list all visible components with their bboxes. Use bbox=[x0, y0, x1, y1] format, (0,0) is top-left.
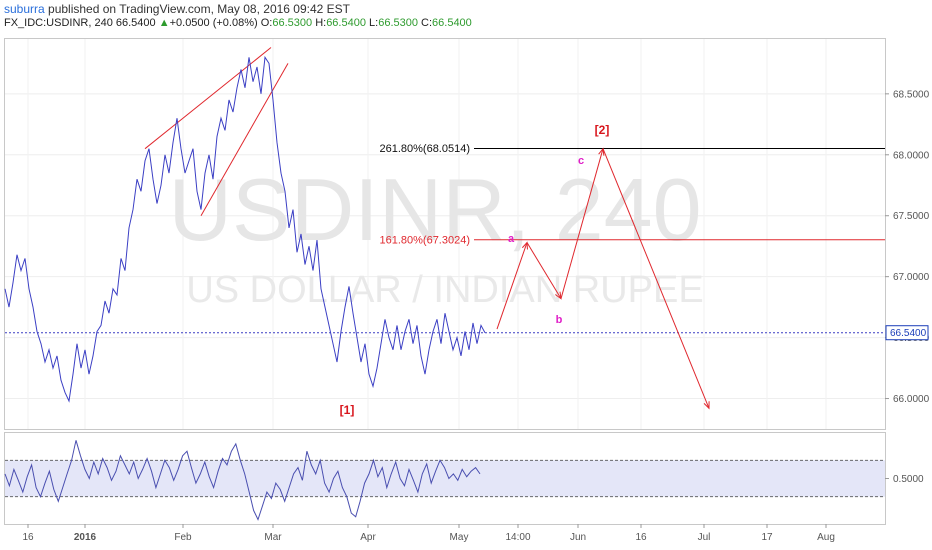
price-tick-label: 68.0000 bbox=[893, 150, 930, 161]
low-value: 66.5300 bbox=[378, 17, 418, 29]
time-tick-label: 2016 bbox=[74, 532, 97, 543]
time-tick-label: 16 bbox=[22, 532, 34, 543]
author-link[interactable]: suburra bbox=[4, 2, 45, 16]
price-axis[interactable]: 68.500068.000067.500067.000066.500066.00… bbox=[885, 89, 930, 405]
time-tick-label: Apr bbox=[360, 532, 376, 543]
symbol-label: FX_IDC:USDINR, 240 bbox=[4, 17, 113, 29]
wave-label: a bbox=[508, 233, 515, 245]
high-label: H: bbox=[315, 17, 327, 29]
projection-segment bbox=[496, 242, 528, 330]
publish-line: suburra published on TradingView.com, Ma… bbox=[4, 2, 350, 16]
price-tick-label: 68.5000 bbox=[893, 89, 930, 100]
open-value: 66.5300 bbox=[272, 17, 313, 29]
oscillator-band bbox=[5, 460, 885, 497]
projection-segment bbox=[526, 242, 562, 299]
oscillator-axis: 0.5000 bbox=[885, 474, 924, 485]
time-axis[interactable]: 16 2016 Feb Mar Apr May 14:00 Jun 16 Jul 17 Aug bbox=[22, 524, 835, 543]
wave-label: [2] bbox=[595, 123, 610, 137]
wave-label: b bbox=[556, 314, 563, 326]
fib-levels: 261.80%(68.0514) 161.80%(67.3024) bbox=[379, 143, 885, 246]
wave-labels: [1] [2] a b c bbox=[340, 123, 610, 417]
open-label: O: bbox=[260, 17, 273, 29]
wave-label: [1] bbox=[340, 403, 355, 417]
time-tick-label: 16 bbox=[635, 532, 647, 543]
up-arrow-icon: ▲ bbox=[158, 17, 170, 29]
projection-segment bbox=[560, 148, 604, 299]
channel-line bbox=[200, 63, 289, 216]
price-series-line bbox=[4, 55, 486, 403]
current-price-tag: 66.5400 bbox=[885, 325, 929, 341]
watermark-symbol: USDINR, 240 bbox=[168, 160, 701, 259]
current-price-tag-text: 66.5400 bbox=[890, 328, 927, 339]
time-tick-label: Jun bbox=[570, 532, 586, 543]
time-tick-label: Mar bbox=[264, 532, 282, 543]
main-pane-frame bbox=[4, 38, 886, 430]
high-value: 66.5400 bbox=[326, 17, 366, 29]
symbol-info-bar: FX_IDC:USDINR, 240 66.5400 ▲+0.0500 (+0.… bbox=[4, 17, 472, 29]
price-tick-label: 66.0000 bbox=[893, 394, 930, 405]
current-price-tag-box bbox=[885, 325, 929, 341]
channel-line bbox=[144, 47, 272, 150]
oscillator-line bbox=[4, 440, 481, 521]
projection-segment bbox=[602, 148, 710, 409]
wave-label: c bbox=[578, 155, 584, 167]
time-tick-label: Feb bbox=[174, 532, 192, 543]
price-tick-label: 67.5000 bbox=[893, 211, 930, 222]
price-tick-label: 67.0000 bbox=[893, 272, 930, 283]
price-change: +0.0500 (+0.08%) bbox=[169, 17, 258, 29]
close-value: 66.5400 bbox=[432, 17, 472, 29]
watermark-name: US DOLLAR / INDIAN RUPEE bbox=[186, 269, 703, 311]
time-tick-label: Aug bbox=[817, 532, 835, 543]
time-tick-label: May bbox=[450, 532, 469, 543]
last-price: 66.5400 bbox=[115, 17, 156, 29]
publish-info: published on TradingView.com, May 08, 20… bbox=[48, 2, 350, 16]
fib-level-label: 161.80%(67.3024) bbox=[379, 234, 470, 246]
low-label: L: bbox=[369, 17, 379, 29]
close-label: C: bbox=[421, 17, 433, 29]
time-tick-label: 17 bbox=[761, 532, 773, 543]
time-tick-label: 14:00 bbox=[505, 532, 530, 543]
wave-projection bbox=[496, 147, 710, 410]
time-tick-label: Jul bbox=[698, 532, 711, 543]
oscillator-tick-label: 0.5000 bbox=[893, 474, 924, 485]
projection-arrowhead bbox=[703, 401, 710, 410]
fib-level-label: 261.80%(68.0514) bbox=[379, 143, 470, 155]
